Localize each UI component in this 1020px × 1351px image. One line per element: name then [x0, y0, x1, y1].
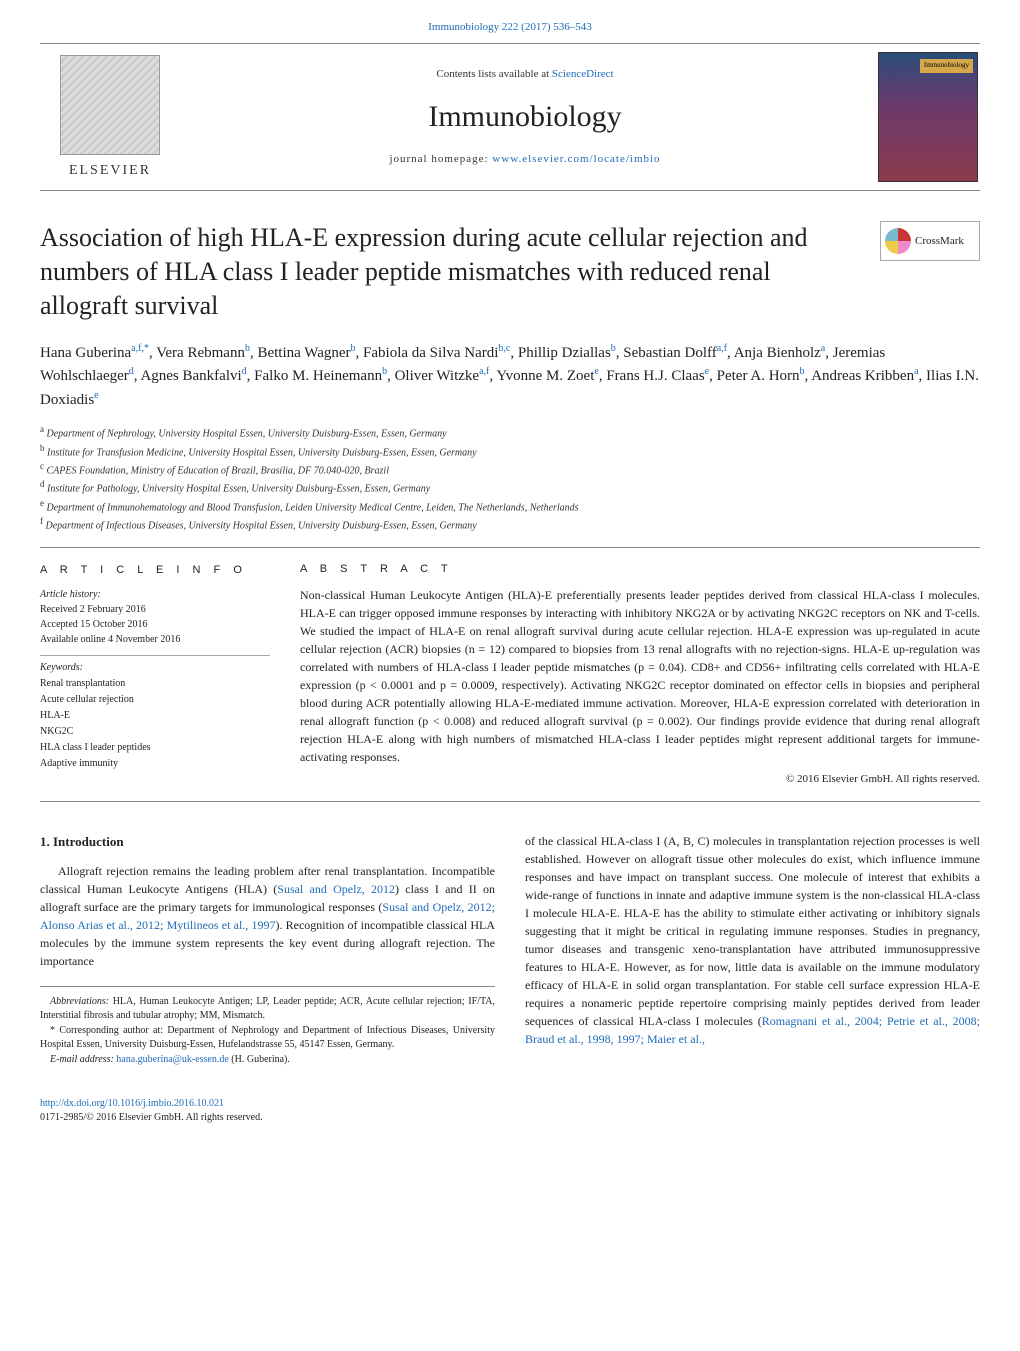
history-line: Available online 4 November 2016 [40, 632, 270, 647]
homepage-link[interactable]: www.elsevier.com/locate/imbio [492, 153, 660, 165]
info-abstract-row: A R T I C L E I N F O Article history: R… [40, 562, 980, 787]
intro-paragraph-2: of the classical HLA-class I (A, B, C) m… [525, 832, 980, 1048]
affiliations-list: a Department of Nephrology, University H… [40, 423, 980, 533]
keyword-item: HLA-E [40, 708, 270, 723]
body-col-right: of the classical HLA-class I (A, B, C) m… [525, 832, 980, 1067]
email-link[interactable]: hana.guberina@uk-essen.de [116, 1054, 229, 1065]
body-columns: 1. Introduction Allograft rejection rema… [40, 832, 980, 1067]
intro-heading: 1. Introduction [40, 832, 495, 852]
body-col-left: 1. Introduction Allograft rejection rema… [40, 832, 495, 1067]
keyword-item: Adaptive immunity [40, 756, 270, 771]
keywords-list: Renal transplantationAcute cellular reje… [40, 676, 270, 771]
contents-line: Contents lists available at ScienceDirec… [192, 67, 858, 82]
homepage-line: journal homepage: www.elsevier.com/locat… [192, 152, 858, 167]
info-heading: A R T I C L E I N F O [40, 562, 270, 579]
abstract-text: Non-classical Human Leukocyte Antigen (H… [300, 586, 980, 766]
homepage-prefix: journal homepage: [389, 153, 492, 165]
rule-bottom [40, 801, 980, 802]
page-footer: http://dx.doi.org/10.1016/j.imbio.2016.1… [0, 1087, 1020, 1155]
crossmark-icon [885, 228, 911, 254]
title-row: Association of high HLA-E expression dur… [40, 221, 980, 322]
issn-copyright: 0171-2985/© 2016 Elsevier GmbH. All righ… [40, 1111, 980, 1125]
keyword-item: HLA class I leader peptides [40, 740, 270, 755]
history-block: Article history: Received 2 February 201… [40, 587, 270, 656]
masthead-center: Contents lists available at ScienceDirec… [180, 55, 870, 180]
email-suffix: (H. Guberina). [231, 1054, 290, 1065]
history-label: Article history: [40, 587, 270, 602]
article-info-column: A R T I C L E I N F O Article history: R… [40, 562, 270, 787]
article-area: Association of high HLA-E expression dur… [0, 191, 1020, 1087]
keyword-item: Acute cellular rejection [40, 692, 270, 707]
journal-title: Immunobiology [192, 96, 858, 138]
email-label: E-mail address: [50, 1054, 114, 1065]
email-footnote: E-mail address: hana.guberina@uk-essen.d… [40, 1053, 495, 1068]
abbrev-text: HLA, Human Leukocyte Antigen; LP, Leader… [40, 996, 495, 1022]
abstract-copyright: © 2016 Elsevier GmbH. All rights reserve… [300, 772, 980, 787]
intro-paragraph-1: Allograft rejection remains the leading … [40, 862, 495, 970]
corresponding-footnote: * Corresponding author at: Department of… [40, 1024, 495, 1053]
abbreviations-footnote: Abbreviations: HLA, Human Leukocyte Anti… [40, 995, 495, 1024]
masthead: ELSEVIER Contents lists available at Sci… [40, 43, 980, 191]
history-line: Accepted 15 October 2016 [40, 617, 270, 632]
history-line: Received 2 February 2016 [40, 602, 270, 617]
affiliation-line: a Department of Nephrology, University H… [40, 423, 980, 441]
elsevier-tree-icon [60, 55, 160, 155]
affiliation-line: c CAPES Foundation, Ministry of Educatio… [40, 460, 980, 478]
header-citation: Immunobiology 222 (2017) 536–543 [0, 0, 1020, 43]
crossmark-label: CrossMark [915, 234, 964, 249]
keyword-item: Renal transplantation [40, 676, 270, 691]
abstract-column: A B S T R A C T Non-classical Human Leuk… [300, 562, 980, 787]
sciencedirect-link[interactable]: ScienceDirect [552, 68, 614, 80]
footnotes: Abbreviations: HLA, Human Leukocyte Anti… [40, 986, 495, 1068]
affiliation-line: e Department of Immunohematology and Blo… [40, 497, 980, 515]
affiliation-line: b Institute for Transfusion Medicine, Un… [40, 442, 980, 460]
affiliation-line: d Institute for Pathology, University Ho… [40, 478, 980, 496]
history-lines: Received 2 February 2016Accepted 15 Octo… [40, 602, 270, 647]
journal-cover-icon: Immunobiology [878, 52, 978, 182]
publisher-name: ELSEVIER [69, 161, 151, 181]
keywords-label: Keywords: [40, 660, 270, 675]
crossmark-badge[interactable]: CrossMark [880, 221, 980, 261]
doi-link[interactable]: http://dx.doi.org/10.1016/j.imbio.2016.1… [40, 1098, 224, 1109]
rule-top [40, 547, 980, 548]
authors-list: Hana Guberinaa,f,*, Vera Rebmannb, Betti… [40, 341, 980, 412]
cover-block: Immunobiology [870, 44, 980, 190]
keywords-block: Keywords: Renal transplantationAcute cel… [40, 660, 270, 780]
article-title: Association of high HLA-E expression dur… [40, 221, 860, 322]
cover-label: Immunobiology [920, 59, 973, 73]
keyword-item: NKG2C [40, 724, 270, 739]
contents-prefix: Contents lists available at [436, 68, 551, 80]
affiliation-line: f Department of Infectious Diseases, Uni… [40, 515, 980, 533]
abstract-heading: A B S T R A C T [300, 562, 980, 577]
abbrev-label: Abbreviations: [50, 996, 109, 1007]
publisher-block: ELSEVIER [40, 47, 180, 189]
